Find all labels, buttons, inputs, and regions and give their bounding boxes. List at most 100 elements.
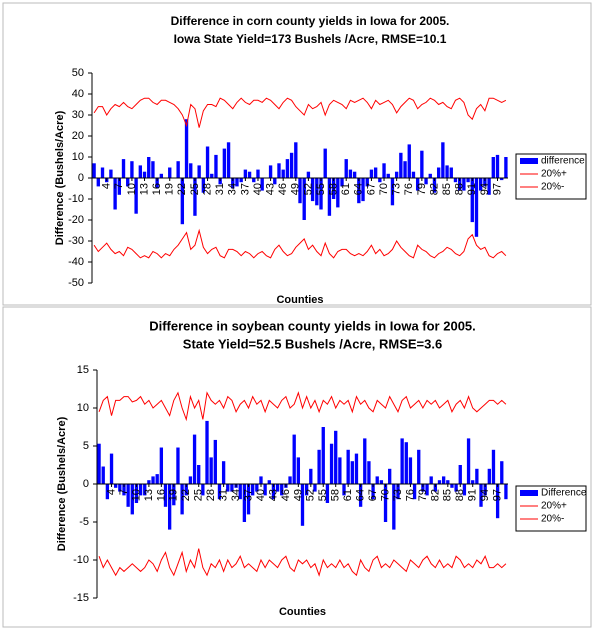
y-tick-label: 15 xyxy=(77,364,89,376)
y-tick-label: 20 xyxy=(72,130,84,142)
legend-label: 20%+ xyxy=(541,501,567,512)
y-tick-label: 0 xyxy=(83,478,89,490)
bar xyxy=(323,148,327,178)
bar xyxy=(379,480,384,484)
bar xyxy=(350,461,354,484)
bar xyxy=(415,178,420,191)
x-tick-label: 43 xyxy=(267,489,279,501)
bar xyxy=(334,430,338,484)
x-tick-label: 13 xyxy=(138,183,150,195)
bar xyxy=(437,480,442,484)
bar xyxy=(479,178,483,191)
bar xyxy=(205,420,209,484)
bar xyxy=(226,142,231,178)
bar xyxy=(172,484,176,506)
x-tick-label: 49 xyxy=(290,183,302,195)
y-axis-title: Difference (Bushels/Acre) xyxy=(56,416,68,551)
bar xyxy=(180,484,184,515)
bar xyxy=(479,484,483,507)
bar xyxy=(256,169,260,178)
bar xyxy=(327,178,332,216)
bar xyxy=(378,178,382,183)
bar xyxy=(352,171,357,178)
bar xyxy=(487,468,491,484)
bar xyxy=(466,178,470,183)
bar xyxy=(386,173,390,178)
bar xyxy=(358,484,363,507)
bar xyxy=(180,178,185,225)
bar xyxy=(218,178,222,185)
bar xyxy=(210,173,214,178)
bar xyxy=(392,484,396,530)
x-tick-label: 94 xyxy=(479,183,491,195)
bar xyxy=(155,178,159,189)
bar xyxy=(151,476,155,484)
bar xyxy=(446,480,450,484)
bar xyxy=(396,484,400,500)
bar xyxy=(109,169,113,178)
x-tick-label: 61 xyxy=(340,183,352,195)
bar xyxy=(285,159,290,178)
bar xyxy=(363,438,367,484)
x-tick-label: 34 xyxy=(227,183,239,195)
bar xyxy=(344,159,348,178)
bar xyxy=(487,178,491,195)
x-tick-label: 55 xyxy=(315,183,327,195)
bar xyxy=(221,461,226,484)
bar xyxy=(230,484,234,492)
bar xyxy=(126,484,130,507)
bar xyxy=(255,484,259,492)
bar xyxy=(231,178,235,189)
bar xyxy=(449,167,453,178)
bar xyxy=(342,484,346,496)
bar xyxy=(382,163,386,178)
bar xyxy=(383,484,388,522)
bar xyxy=(457,178,462,191)
bar xyxy=(470,178,474,223)
bar xyxy=(495,484,500,519)
bar xyxy=(329,443,334,484)
legend-label: 20%- xyxy=(541,182,564,193)
bar xyxy=(275,484,280,492)
x-tick-label: 91 xyxy=(467,489,479,501)
x-axis-title: Counties xyxy=(276,294,323,306)
bar xyxy=(348,169,353,178)
bar xyxy=(243,169,248,178)
y-tick-label: 50 xyxy=(72,67,84,79)
line xyxy=(93,228,507,259)
bar xyxy=(306,171,311,178)
x-tick-label: 88 xyxy=(454,183,466,195)
bar xyxy=(134,178,138,214)
bar xyxy=(163,484,168,507)
x-tick-label: 4 xyxy=(101,183,113,189)
x-tick-label: 52 xyxy=(302,183,314,195)
legend-label: difference xyxy=(541,156,585,167)
x-tick-label: 7 xyxy=(118,489,130,495)
bar xyxy=(483,484,487,496)
bar xyxy=(403,161,407,178)
chart-subtitle: Iowa State Yield=173 Bushels /Acre, RMSE… xyxy=(174,32,447,46)
x-tick-label: 22 xyxy=(176,183,188,195)
x-tick-label: 82 xyxy=(428,183,440,195)
legend-label: 20%- xyxy=(541,514,564,525)
x-tick-label: 4 xyxy=(105,489,117,495)
bar xyxy=(168,167,172,178)
bar xyxy=(371,484,375,500)
y-tick-label: -30 xyxy=(68,235,84,247)
y-tick-label: -10 xyxy=(68,193,84,205)
bar xyxy=(404,442,408,484)
bar xyxy=(213,439,217,484)
bar xyxy=(304,484,309,496)
y-axis-title: Difference (Bushels/Acre) xyxy=(54,110,66,245)
bar xyxy=(121,159,126,178)
bar xyxy=(441,142,445,178)
x-tick-label: 13 xyxy=(143,489,155,501)
bar xyxy=(315,178,319,206)
x-tick-label: 58 xyxy=(328,183,340,195)
bar xyxy=(242,484,247,522)
bar xyxy=(217,484,222,500)
x-tick-label: 28 xyxy=(201,183,213,195)
bar xyxy=(466,438,471,484)
bar xyxy=(483,178,487,187)
bar xyxy=(130,484,134,515)
